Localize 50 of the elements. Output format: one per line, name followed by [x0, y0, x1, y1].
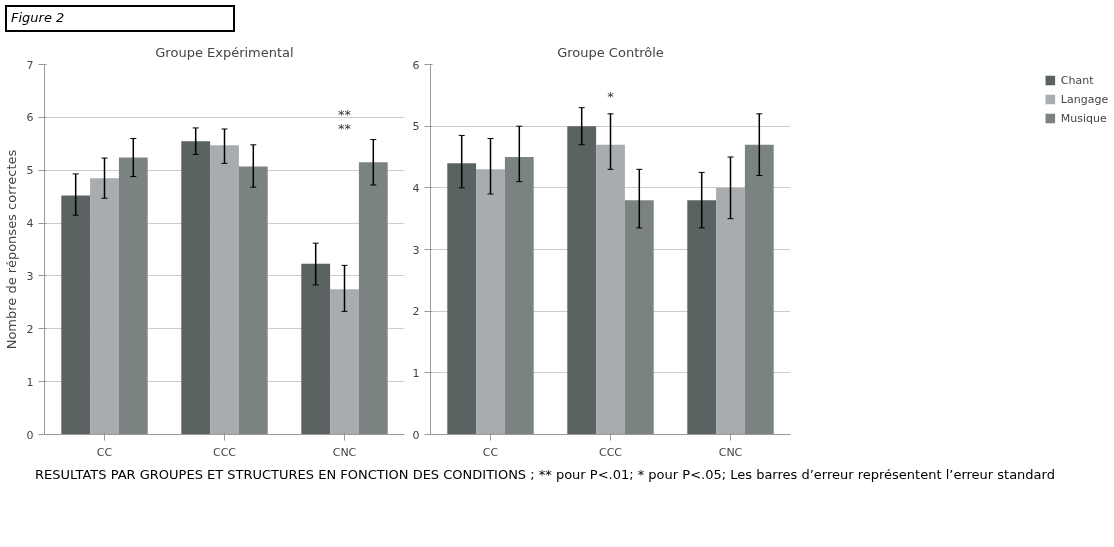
legend-label: Chant [1060, 73, 1094, 87]
text: RESULTATS PAR GROUPES ET STRUCTURES EN FONCTION DES CONDITIONS ; ** pour P<.01; * pour P<.05; Les barres d’erreur représentent l’erreur standard [35, 465, 1055, 484]
y-tick-label: 4 [412, 181, 420, 195]
y-tick-label: 2 [26, 322, 34, 336]
legend-label: Langage [1060, 92, 1109, 106]
chart-title: Groupe Contrôle [557, 44, 664, 60]
bar [238, 166, 268, 435]
annotation: ** [338, 120, 352, 136]
bar [90, 177, 119, 435]
bar [447, 162, 477, 435]
x-tick-label: CNC [332, 445, 357, 459]
bar [61, 195, 91, 435]
y-tick-label: 0 [412, 428, 420, 442]
annotation: ** [338, 106, 352, 122]
bar [358, 161, 388, 435]
x-tick-label: CCC [598, 445, 623, 459]
bar [624, 199, 654, 435]
y-axis-title: Nombre de réponses correctes [3, 149, 19, 349]
y-tick-label: 0 [26, 428, 34, 442]
y-tick-label: 1 [412, 366, 420, 380]
y-tick-label: 7 [26, 58, 34, 72]
x-tick-label: CC [96, 445, 113, 459]
y-tick-label: 4 [26, 216, 34, 230]
bar [181, 140, 211, 435]
bar [744, 144, 774, 435]
bar [596, 144, 625, 435]
x-tick-label: CCC [212, 445, 237, 459]
x-tick-label: CC [482, 445, 499, 459]
bar [330, 288, 359, 435]
y-tick-label: 6 [412, 58, 420, 72]
y-tick-label: 3 [26, 269, 34, 283]
bar [504, 156, 534, 435]
legend-label: Musique [1060, 111, 1107, 125]
chart-title: Groupe Expérimental [155, 44, 294, 60]
y-tick-label: 5 [412, 119, 420, 133]
y-tick-label: 6 [26, 110, 34, 124]
y-tick-label: 1 [26, 375, 34, 389]
y-tick-label: 3 [412, 243, 420, 257]
y-tick-label: 5 [26, 163, 34, 177]
x-tick-label: CNC [718, 445, 743, 459]
bar [687, 199, 717, 435]
caption: Figure 2 [11, 9, 65, 27]
annotation: * [607, 88, 615, 104]
y-tick-label: 2 [412, 304, 420, 318]
bar [301, 263, 331, 435]
bar [716, 187, 745, 435]
bar [567, 125, 597, 435]
bar [476, 168, 505, 435]
bar [210, 144, 239, 435]
bar [118, 157, 148, 435]
